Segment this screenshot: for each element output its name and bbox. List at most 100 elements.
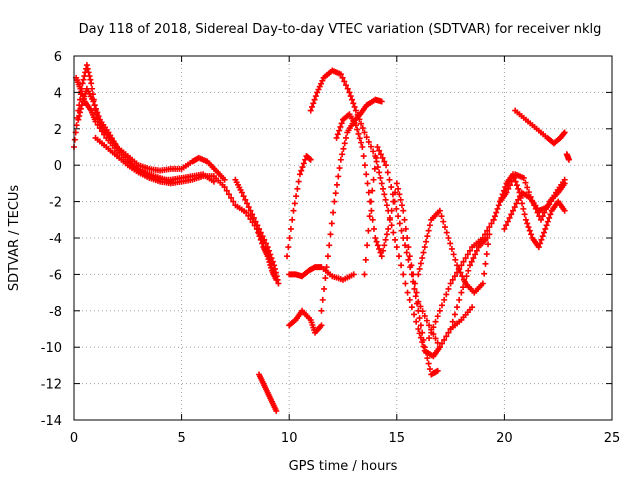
data-point	[351, 103, 358, 110]
data-point	[378, 98, 385, 105]
data-point	[327, 231, 334, 238]
y-tick-label: 6	[54, 50, 62, 65]
series-arc-3	[73, 74, 174, 185]
data-point	[483, 251, 490, 258]
data-point	[395, 185, 402, 192]
data-point	[436, 344, 443, 351]
data-point	[298, 167, 305, 174]
data-point	[289, 216, 296, 223]
data-point	[311, 96, 318, 103]
data-point	[295, 178, 302, 185]
data-point	[370, 225, 377, 232]
data-point	[522, 216, 529, 223]
data-point	[420, 249, 427, 256]
grid-lines	[74, 56, 612, 420]
y-tick-label: 4	[54, 86, 62, 101]
data-point	[380, 185, 387, 192]
data-point	[395, 213, 402, 220]
data-point	[479, 280, 486, 287]
series-arc-5	[232, 176, 282, 287]
data-point	[92, 105, 99, 112]
y-tick-label: -8	[49, 305, 62, 320]
data-point	[413, 289, 420, 296]
data-point	[434, 367, 441, 374]
data-point	[247, 216, 254, 223]
data-point	[421, 312, 428, 319]
series-arc-10	[318, 96, 385, 314]
data-point	[443, 333, 450, 340]
data-point	[80, 76, 87, 83]
data-point	[358, 139, 365, 146]
data-point	[337, 156, 344, 163]
data-point	[330, 209, 337, 216]
data-point	[88, 80, 95, 87]
data-point	[77, 105, 84, 112]
data-point	[365, 138, 372, 145]
data-point	[425, 227, 432, 234]
data-point	[335, 173, 342, 180]
data-point	[346, 89, 353, 96]
data-point	[546, 214, 553, 221]
data-point	[513, 200, 520, 207]
data-point	[369, 187, 376, 194]
series-arc-18	[497, 171, 568, 251]
data-point	[447, 280, 454, 287]
data-point	[92, 118, 99, 125]
data-point	[363, 134, 370, 141]
data-point	[322, 275, 329, 282]
data-point	[494, 205, 501, 212]
data-point	[293, 193, 300, 200]
data-point	[401, 242, 408, 249]
data-point	[360, 153, 367, 160]
data-point	[406, 253, 413, 260]
data-point	[448, 245, 455, 252]
data-point	[405, 244, 412, 251]
data-point	[83, 62, 90, 69]
data-point	[451, 311, 458, 318]
data-point	[502, 184, 509, 191]
data-point	[491, 213, 498, 220]
data-point	[486, 224, 493, 231]
data-point	[495, 202, 502, 209]
data-point	[420, 336, 427, 343]
series-arc-15	[426, 216, 497, 342]
data-point	[413, 318, 420, 325]
y-tick-label: -4	[49, 232, 62, 247]
data-point	[521, 211, 528, 218]
data-point	[450, 251, 457, 258]
data-point	[273, 276, 280, 283]
data-point	[291, 200, 298, 207]
data-point	[447, 240, 454, 247]
data-point	[228, 194, 235, 201]
data-point	[376, 169, 383, 176]
data-point	[296, 171, 303, 178]
data-point	[356, 135, 363, 142]
data-point	[94, 121, 101, 128]
data-point	[500, 187, 507, 194]
data-point	[393, 205, 400, 212]
data-point	[392, 236, 399, 243]
x-tick-label: 10	[281, 431, 298, 446]
data-point	[310, 100, 317, 107]
data-point	[406, 296, 413, 303]
data-point	[504, 218, 511, 225]
data-point	[430, 324, 437, 331]
data-point	[350, 100, 357, 107]
data-point	[445, 235, 452, 241]
data-point	[361, 162, 368, 169]
data-point	[87, 76, 94, 83]
data-point	[412, 293, 419, 300]
data-point	[398, 202, 405, 209]
data-point	[362, 256, 369, 263]
series-arc-7	[286, 264, 357, 283]
series-arc-22	[256, 371, 280, 414]
data-point	[464, 251, 471, 258]
data-point	[445, 285, 452, 292]
data-point	[341, 78, 348, 85]
data-point	[400, 207, 407, 214]
data-point	[71, 136, 78, 143]
data-point	[461, 278, 468, 285]
data-point	[426, 366, 433, 373]
data-point	[417, 322, 424, 329]
